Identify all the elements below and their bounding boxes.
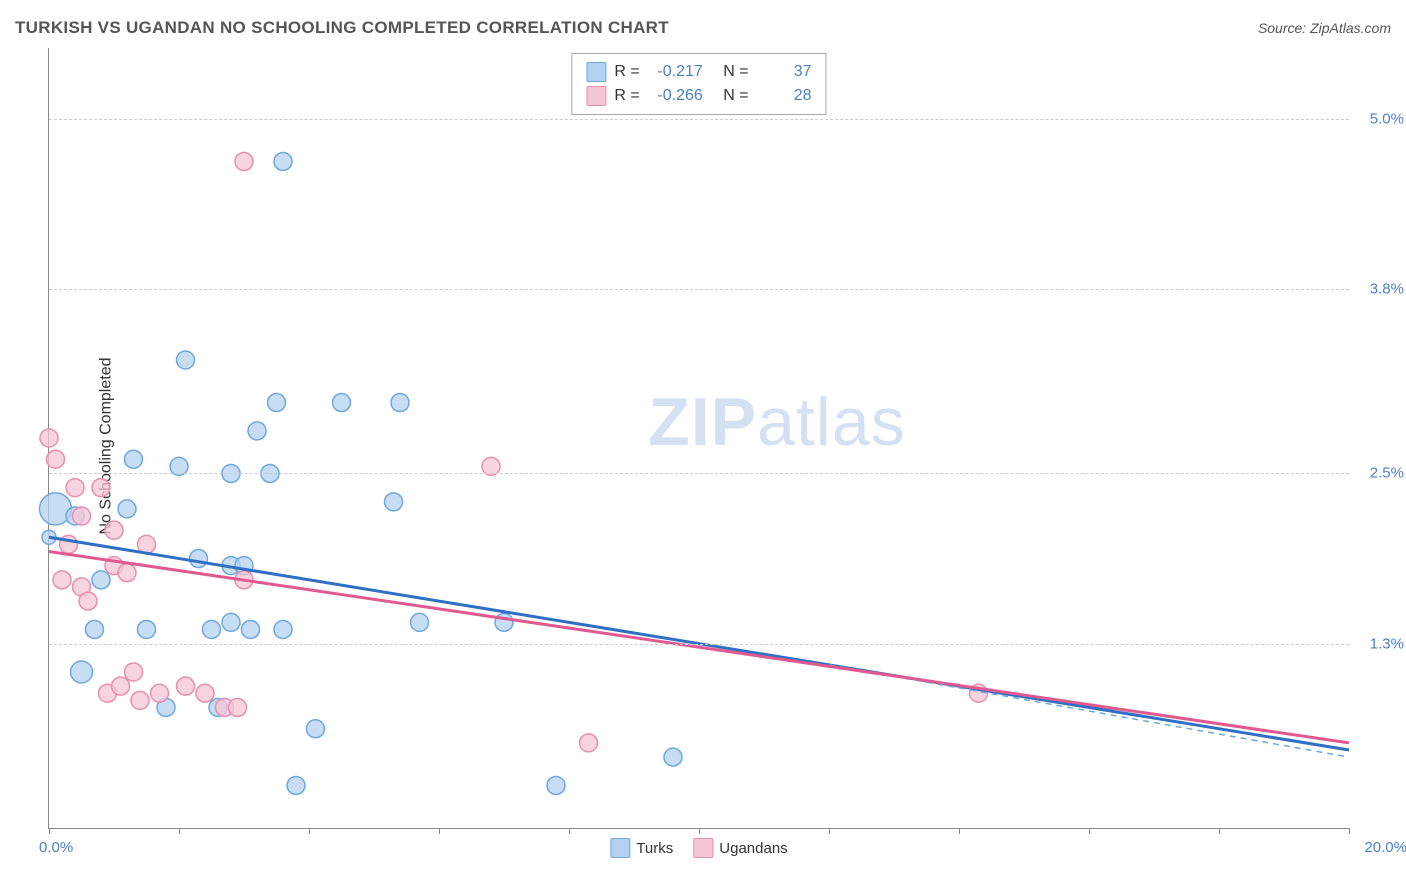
scatter-point xyxy=(664,748,682,766)
chart-source: Source: ZipAtlas.com xyxy=(1258,20,1391,36)
scatter-point xyxy=(79,592,97,610)
scatter-point xyxy=(196,684,214,702)
scatter-plot-svg xyxy=(49,48,1349,828)
swatch-ugandans xyxy=(586,86,606,106)
correlation-legend-box: R = -0.217 N = 37 R = -0.266 N = 28 xyxy=(571,53,826,115)
gridline xyxy=(49,644,1349,645)
scatter-point xyxy=(47,450,65,468)
legend-swatch-ugandans xyxy=(693,838,713,858)
scatter-point xyxy=(411,613,429,631)
scatter-point xyxy=(40,429,58,447)
scatter-point xyxy=(307,720,325,738)
correlation-row-turks: R = -0.217 N = 37 xyxy=(586,60,811,84)
scatter-point xyxy=(118,564,136,582)
legend-item-ugandans: Ugandans xyxy=(693,838,787,858)
scatter-point xyxy=(235,152,253,170)
scatter-point xyxy=(138,620,156,638)
scatter-point xyxy=(105,521,123,539)
legend-swatch-turks xyxy=(610,838,630,858)
scatter-point xyxy=(547,776,565,794)
x-tick-mark xyxy=(1089,828,1090,834)
scatter-point xyxy=(274,620,292,638)
scatter-point xyxy=(222,613,240,631)
scatter-point xyxy=(333,394,351,412)
x-axis-min-label: 0.0% xyxy=(39,839,73,856)
scatter-point xyxy=(151,684,169,702)
scatter-point xyxy=(53,571,71,589)
gridline xyxy=(49,119,1349,120)
scatter-point xyxy=(385,493,403,511)
scatter-point xyxy=(118,500,136,518)
gridline xyxy=(49,473,1349,474)
correlation-row-ugandans: R = -0.266 N = 28 xyxy=(586,84,811,108)
scatter-point xyxy=(86,620,104,638)
scatter-point xyxy=(287,776,305,794)
x-tick-mark xyxy=(1219,828,1220,834)
y-tick-label: 2.5% xyxy=(1370,465,1404,482)
legend-item-turks: Turks xyxy=(610,838,673,858)
x-tick-mark xyxy=(959,828,960,834)
gridline xyxy=(49,289,1349,290)
scatter-point xyxy=(177,677,195,695)
x-tick-mark xyxy=(569,828,570,834)
scatter-point xyxy=(92,571,110,589)
scatter-point xyxy=(125,450,143,468)
scatter-point xyxy=(66,479,84,497)
chart-header: TURKISH VS UGANDAN NO SCHOOLING COMPLETE… xyxy=(15,18,1391,38)
scatter-point xyxy=(138,535,156,553)
scatter-point xyxy=(92,479,110,497)
scatter-point xyxy=(242,620,260,638)
chart-plot-area: ZIPatlas R = -0.217 N = 37 R = -0.266 N … xyxy=(48,48,1349,829)
x-tick-mark xyxy=(49,828,50,834)
scatter-point xyxy=(268,394,286,412)
scatter-point xyxy=(177,351,195,369)
x-tick-mark xyxy=(439,828,440,834)
x-tick-mark xyxy=(179,828,180,834)
scatter-point xyxy=(125,663,143,681)
scatter-point xyxy=(274,152,292,170)
x-tick-mark xyxy=(1349,828,1350,834)
scatter-point xyxy=(73,507,91,525)
scatter-point xyxy=(112,677,130,695)
scatter-point xyxy=(190,550,208,568)
scatter-point xyxy=(580,734,598,752)
legend-bottom: Turks Ugandans xyxy=(610,838,787,858)
swatch-turks xyxy=(586,62,606,82)
x-tick-mark xyxy=(699,828,700,834)
x-tick-mark xyxy=(829,828,830,834)
y-tick-label: 5.0% xyxy=(1370,110,1404,127)
y-tick-label: 1.3% xyxy=(1370,635,1404,652)
scatter-point xyxy=(203,620,221,638)
x-axis-max-label: 20.0% xyxy=(1364,839,1406,856)
scatter-point xyxy=(229,698,247,716)
scatter-point xyxy=(71,661,93,683)
scatter-point xyxy=(131,691,149,709)
y-tick-label: 3.8% xyxy=(1370,281,1404,298)
chart-title: TURKISH VS UGANDAN NO SCHOOLING COMPLETE… xyxy=(15,18,669,38)
x-tick-mark xyxy=(309,828,310,834)
scatter-point xyxy=(248,422,266,440)
scatter-point xyxy=(391,394,409,412)
